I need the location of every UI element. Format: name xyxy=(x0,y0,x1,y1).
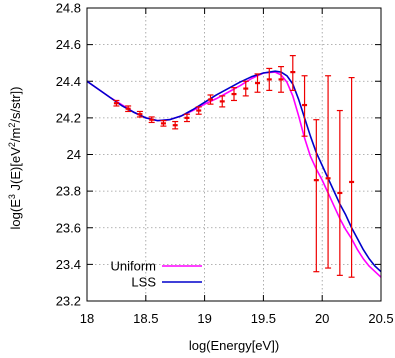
data-point xyxy=(113,99,120,107)
legend-label-uniform: Uniform xyxy=(110,259,156,274)
x-tick-label: 19 xyxy=(197,311,211,326)
x-tick-label: 18.5 xyxy=(133,311,158,326)
y-axis-label-superscript: 2 xyxy=(7,142,17,147)
data-point xyxy=(336,109,343,276)
data-point xyxy=(266,67,273,92)
data-point xyxy=(160,120,167,127)
y-tick-label: 24.2 xyxy=(56,110,81,125)
data-point xyxy=(242,80,249,97)
y-axis-label-part: /m xyxy=(8,128,23,142)
x-tick-label: 19.5 xyxy=(251,311,276,326)
y-axis-label: log(E3 J(E)[eV2/m2/s/str]) xyxy=(7,87,23,230)
data-point xyxy=(301,75,308,137)
y-tick-label: 23.2 xyxy=(56,294,81,309)
y-axis-label-part: log(E xyxy=(8,199,23,230)
data-point xyxy=(207,94,214,105)
data-point xyxy=(278,65,285,93)
data-point xyxy=(313,119,320,273)
x-tick-label: 18 xyxy=(80,311,94,326)
y-tick-label: 24 xyxy=(67,147,81,162)
y-axis-label-part: J(E)[eV xyxy=(8,147,23,194)
data-point xyxy=(289,55,296,92)
data-point xyxy=(148,116,155,124)
x-tick-label: 20 xyxy=(315,311,329,326)
data-point xyxy=(195,106,202,115)
grid xyxy=(87,8,381,301)
plot-border xyxy=(86,7,382,302)
data-point xyxy=(325,75,332,269)
x-axis-label: log(Energy[eV]) xyxy=(189,338,279,353)
x-tick-label: 20.5 xyxy=(368,311,393,326)
y-tick-label: 24.8 xyxy=(56,1,81,16)
data-point xyxy=(219,95,226,108)
y-axis-label-part: /s/str]) xyxy=(8,87,23,123)
plot-frame xyxy=(86,7,382,302)
data-point xyxy=(348,76,355,278)
data-point xyxy=(172,120,179,130)
y-tick-label: 23.4 xyxy=(56,257,81,272)
y-tick-label: 24.6 xyxy=(56,37,81,52)
y-tick-label: 23.6 xyxy=(56,220,81,235)
data-point xyxy=(125,105,132,113)
data-point xyxy=(183,113,190,123)
y-axis-label-superscript: 3 xyxy=(7,194,17,199)
data-point xyxy=(231,87,237,102)
y-tick-label: 24.4 xyxy=(56,74,81,89)
data-point xyxy=(254,73,261,93)
data-points xyxy=(113,55,355,278)
axes: 23.2 23.4 23.6 23.8 24 24.2 24.4 24.6 24.8 18 18.5… xyxy=(56,1,394,327)
legend-label-lss: LSS xyxy=(131,275,156,290)
y-axis-label-superscript: 2 xyxy=(7,123,17,128)
data-point xyxy=(136,110,143,118)
y-tick-label: 23.8 xyxy=(56,184,81,199)
